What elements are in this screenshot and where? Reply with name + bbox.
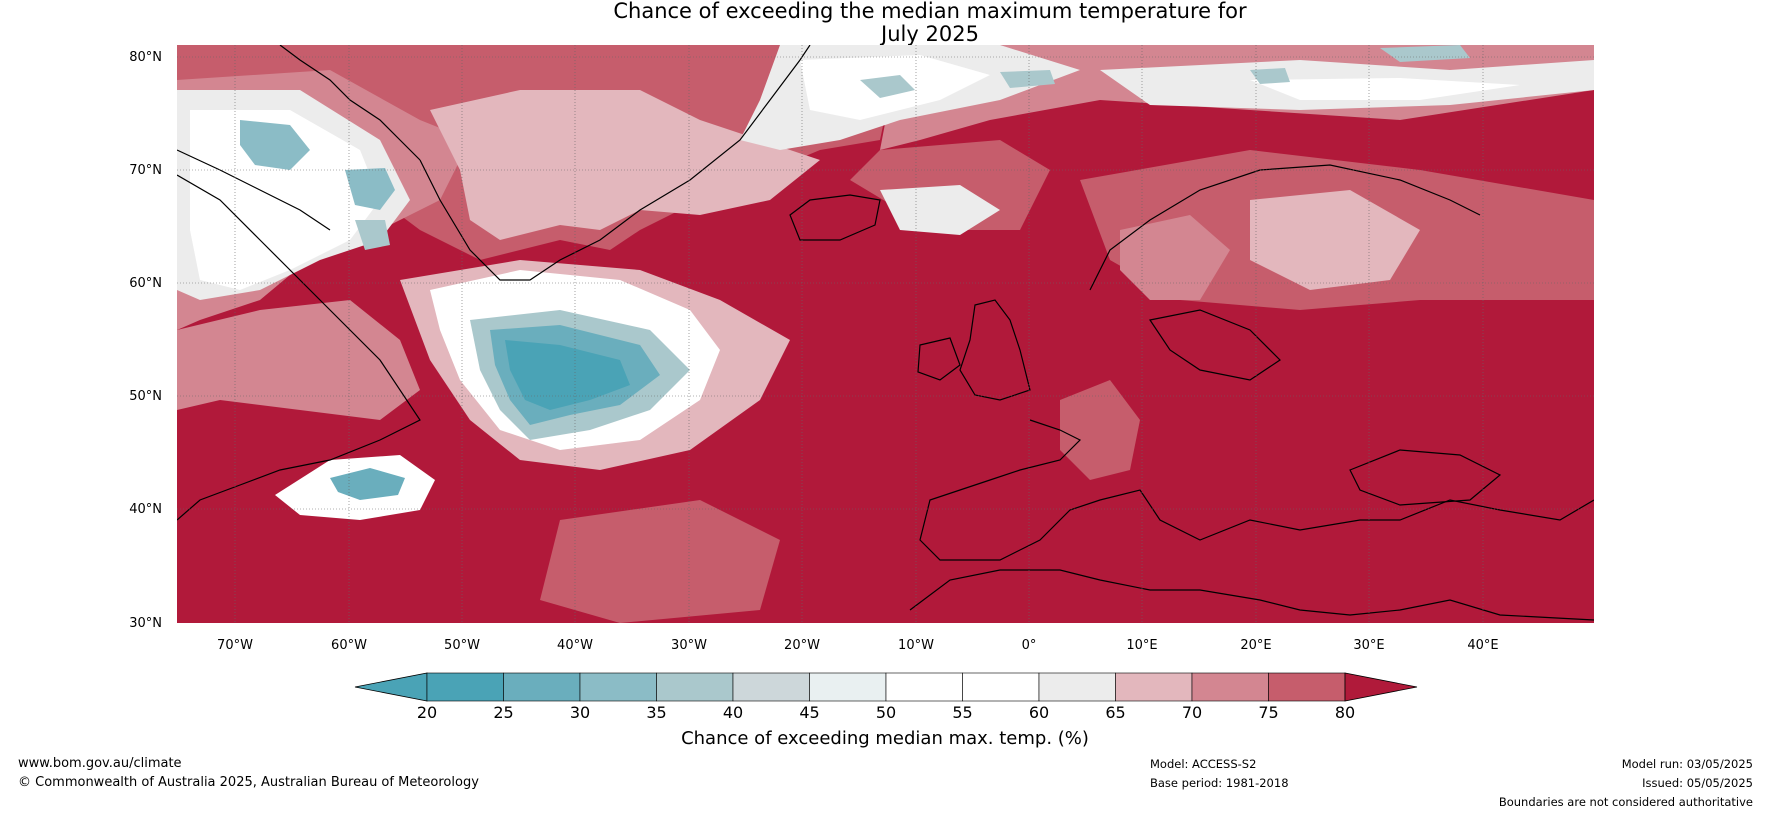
colorbar-segment bbox=[962, 672, 1040, 702]
colorbar-tick-label: 50 bbox=[876, 703, 896, 722]
colorbar-segment bbox=[1191, 672, 1269, 702]
lat-label-40n: 40°N bbox=[129, 502, 162, 517]
lon-label-50w: 50°W bbox=[444, 638, 480, 653]
footer-issued: Issued: 05/05/2025 bbox=[1642, 776, 1753, 790]
colorbar-segment bbox=[579, 672, 657, 702]
colorbar-segment bbox=[1038, 672, 1116, 702]
colorbar-tick-label: 55 bbox=[952, 703, 972, 722]
map-title: Chance of exceeding the median maximum t… bbox=[0, 0, 1770, 46]
colorbar-tick-label: 20 bbox=[417, 703, 437, 722]
field-teal-baffin-south bbox=[355, 220, 390, 250]
field-pink-finland bbox=[1250, 190, 1420, 290]
footer-model: Model: ACCESS-S2 bbox=[1150, 757, 1257, 771]
colorbar-above-arrow bbox=[1344, 672, 1418, 702]
colorbar-tick-label: 25 bbox=[493, 703, 513, 722]
colorbar-tick-label: 40 bbox=[723, 703, 743, 722]
footer-copyright: © Commonwealth of Australia 2025, Austra… bbox=[18, 775, 479, 790]
black-sea-coastline bbox=[1349, 449, 1502, 506]
north-america-coastline bbox=[177, 174, 421, 521]
field-teal-core-atlantic bbox=[505, 340, 630, 410]
colorbar: 20 25 30 35 40 45 50 55 60 65 70 75 80 bbox=[354, 672, 1418, 722]
field-light-north-atlantic bbox=[430, 90, 820, 240]
lon-label-30e: 30°E bbox=[1353, 638, 1384, 653]
europe-coastline bbox=[919, 419, 1594, 561]
footer-model-run: Model run: 03/05/2025 bbox=[1621, 757, 1753, 771]
colorbar-title: Chance of exceeding median max. temp. (%… bbox=[681, 728, 1089, 749]
britain-coastline bbox=[959, 299, 1031, 401]
colorbar-tick-label: 60 bbox=[1029, 703, 1049, 722]
colorbar-below-arrow bbox=[354, 672, 428, 702]
lon-label-40w: 40°W bbox=[557, 638, 593, 653]
latitude-labels: 80°N 70°N 60°N 50°N 40°N 30°N bbox=[129, 50, 162, 631]
ireland-coastline bbox=[917, 337, 961, 381]
title-line-1: Chance of exceeding the median maximum t… bbox=[613, 0, 1247, 23]
lat-label-30n: 30°N bbox=[129, 616, 162, 631]
iceland-coastline bbox=[789, 194, 881, 241]
field-pink-central-europe bbox=[1060, 380, 1140, 480]
colorbar-tick-label: 80 bbox=[1335, 703, 1355, 722]
footer-base-period: Base period: 1981-2018 bbox=[1150, 776, 1289, 790]
lat-label-50n: 50°N bbox=[129, 389, 162, 404]
lon-label-20w: 20°W bbox=[784, 638, 820, 653]
lon-label-40e: 40°E bbox=[1467, 638, 1498, 653]
colorbar-tick-label: 45 bbox=[799, 703, 819, 722]
colorbar-segment bbox=[656, 672, 734, 702]
colorbar-tick-label: 30 bbox=[570, 703, 590, 722]
colorbar-segment bbox=[1268, 672, 1346, 702]
colorbar-segment bbox=[503, 672, 581, 702]
title-line-2: July 2025 bbox=[881, 22, 979, 46]
colorbar-tick-label: 35 bbox=[646, 703, 666, 722]
field-white-labrador bbox=[190, 110, 380, 290]
lat-label-80n: 80°N bbox=[129, 50, 162, 65]
colorbar-segment bbox=[426, 672, 504, 702]
lon-label-10w: 10°W bbox=[898, 638, 934, 653]
lat-label-70n: 70°N bbox=[129, 163, 162, 178]
field-pink-southwest bbox=[177, 300, 420, 420]
colorbar-segment bbox=[885, 672, 963, 702]
probability-field bbox=[177, 45, 1594, 623]
lat-label-60n: 60°N bbox=[129, 276, 162, 291]
lon-label-20e: 20°E bbox=[1240, 638, 1271, 653]
longitude-labels: 70°W 60°W 50°W 40°W 30°W 20°W 10°W 0° 10… bbox=[217, 638, 1499, 653]
colorbar-tick-label: 70 bbox=[1182, 703, 1202, 722]
field-teal-arctic-2 bbox=[1000, 70, 1055, 88]
lon-label-70w: 70°W bbox=[217, 638, 253, 653]
colorbar-segment bbox=[732, 672, 810, 702]
field-teal-arctic-1 bbox=[860, 75, 915, 98]
colorbar-segment bbox=[809, 672, 887, 702]
lon-label-60w: 60°W bbox=[331, 638, 367, 653]
greenland-west-coastline bbox=[279, 45, 421, 161]
colorbar-tick-label: 75 bbox=[1258, 703, 1278, 722]
colorbar-tick-label: 65 bbox=[1105, 703, 1125, 722]
gridlines bbox=[177, 45, 1594, 623]
greenland-coastline bbox=[419, 45, 811, 281]
field-teal-labrador bbox=[240, 120, 310, 170]
field-white-arctic-band bbox=[1250, 78, 1520, 100]
footer-website: www.bom.gov.au/climate bbox=[18, 756, 182, 771]
baltic-coastline bbox=[1149, 309, 1281, 381]
field-teal-arctic-3 bbox=[1380, 45, 1470, 62]
africa-coastline bbox=[909, 569, 1594, 621]
baffin-coastline bbox=[177, 149, 331, 231]
footer-disclaimer: Boundaries are not considered authoritat… bbox=[1498, 795, 1753, 809]
field-teal-arctic-4 bbox=[1250, 68, 1290, 84]
lon-label-10e: 10°E bbox=[1126, 638, 1157, 653]
field-pink-subtropical bbox=[540, 500, 780, 623]
field-pink-sweden bbox=[1120, 215, 1230, 300]
lon-label-30w: 30°W bbox=[671, 638, 707, 653]
colorbar-segment bbox=[1115, 672, 1193, 702]
field-teal-baffin bbox=[345, 168, 395, 210]
lon-label-0: 0° bbox=[1022, 638, 1037, 653]
field-light-iceland-band bbox=[880, 185, 1000, 235]
